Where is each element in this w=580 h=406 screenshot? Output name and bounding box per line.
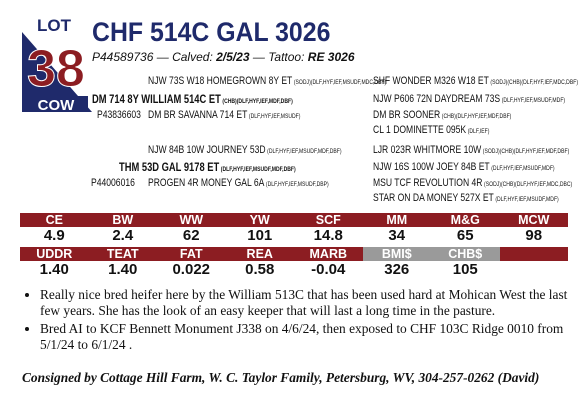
tags: (DLF,HYF,IEF,MSUDF,MDF,DBF): [267, 148, 342, 155]
note: Really nice bred heifer here by the Will…: [40, 287, 575, 319]
name: DM BR SOONER: [373, 109, 441, 121]
pedigree-reg: P44006016: [91, 177, 135, 189]
name: THM 53D GAL 9178 ET: [119, 160, 220, 174]
epd-value: -0.04: [311, 261, 346, 278]
epd-value-row: 1.40 1.40 0.022 0.58 -0.04 326 105: [20, 261, 568, 278]
tags: (DLF,HYF,IEF,MSUDF,DBP): [265, 181, 329, 188]
pedigree-line: NJW 16S 100W JOEY 84B ET (DLF,HYF,IEF,MSU…: [373, 160, 555, 176]
epd-header: M&G: [450, 213, 480, 227]
tags: (DLF,HYF,IEF,MSUDF,MDF): [501, 97, 566, 104]
pedigree-line: NJW 73S W18 HOMEGROWN 8Y ET (SODJ)(DLF,HY…: [148, 74, 386, 90]
epd-header: WW: [179, 213, 204, 227]
epd-value: 1.40: [108, 261, 138, 278]
pedigree-line: DM BR SAVANNA 714 ET (DLF,HYF,IEF,MSUDF): [148, 108, 300, 124]
tags: (SODJ)(CHB)(DLF,HYF,IEF,MDC,DBF): [490, 79, 579, 86]
name: PROGEN 4R MONEY GAL 6A: [148, 177, 265, 189]
tattoo: RE 3026: [307, 50, 355, 64]
epd-header: FAT: [179, 247, 203, 261]
name: SHF WONDER M326 W18 ET: [373, 75, 489, 87]
pedigree-line: CL 1 DOMINETTE 095K (DLF,IEF): [373, 123, 489, 139]
pedigree-line: STAR ON DA MONEY 527X ET (DLF,HYF,IEF,MSU…: [373, 191, 559, 207]
epd-value: 34: [388, 227, 406, 244]
tags: (SODJ)(CHB)(DLF,HYF,IEF,MDC,DBC): [484, 181, 573, 188]
note: Bred AI to KCF Bennett Monument J338 on …: [40, 321, 575, 353]
epd-header: BMI$: [362, 247, 431, 261]
name: STAR ON DA MONEY 527X ET: [373, 192, 494, 204]
epd-value: 326: [384, 261, 410, 278]
epd-value: 0.022: [172, 261, 211, 278]
epd-header: REA: [246, 247, 273, 261]
name: NJW P606 72N DAYDREAM 73S: [373, 93, 501, 105]
epd-header: UDDR: [36, 247, 73, 261]
epd-value: 14.8: [313, 227, 343, 244]
epd-value: 1.40: [39, 261, 69, 278]
consignor: Consigned by Cottage Hill Farm, W. C. Ta…: [22, 370, 540, 385]
lot-number: 38: [27, 40, 85, 98]
tags: (DLF,HYF,IEF,MSUDF): [248, 113, 301, 120]
pedigree-line: THM 53D GAL 9178 ET (DLF,HYF,IEF,MSUDF,MD…: [119, 160, 296, 177]
class-band: [22, 96, 88, 112]
epd-header: MCW: [518, 213, 550, 227]
name: NJW 16S 100W JOEY 84B ET: [373, 161, 490, 173]
calved-label: Calved:: [172, 50, 213, 64]
epd-header: YW: [249, 213, 270, 227]
sep: —: [252, 50, 265, 64]
epd-header: MARB: [309, 247, 348, 261]
badge-triangle: [22, 32, 92, 112]
epd-header: MM: [386, 213, 408, 227]
pedigree-reg: P43836603: [97, 109, 141, 121]
epd-value: 4.9: [43, 227, 65, 244]
epd-value: 101: [247, 227, 273, 244]
epd-value: 62: [182, 227, 200, 244]
tags: (DLF,HYF,IEF,MSUDF,MDF,DBF): [220, 166, 296, 173]
lot-label: LOT: [37, 16, 72, 35]
pedigree-line: NJW 84B 10W JOURNEY 53D (DLF,HYF,IEF,MSUD…: [148, 143, 342, 159]
tags: (CHB)(DLF,HYF,IEF,MDF,DBF): [441, 113, 512, 120]
epd-header-row: UDDR TEAT FAT REA MARB BMI$ CHB$: [20, 247, 568, 261]
tags: (DLF,HYF,IEF,MSUDF,MDF): [495, 196, 559, 203]
pedigree-line: DM BR SOONER (CHB)(DLF,HYF,IEF,MDF,DBF): [373, 108, 511, 124]
tags: (CHB)(DLF,HYF,IEF,MDF,DBF): [222, 98, 293, 105]
epd-value: 105: [452, 261, 478, 278]
tags: (DLF,IEF): [467, 128, 490, 135]
lot-badge: LOT 38 COW: [22, 16, 92, 114]
epd-value: 65: [456, 227, 474, 244]
epd-header-row: CE BW WW YW SCF MM M&G MCW: [20, 213, 568, 227]
name: DM BR SAVANNA 714 ET: [148, 109, 248, 121]
pedigree-line: DM 714 8Y WILLIAM 514C ET (CHB)(DLF,HYF,I…: [92, 92, 293, 109]
tags: (SODJ)(DLF,HYF,IEF,MSUDF,MDC,DBF): [293, 79, 387, 86]
epd-value: 2.4: [112, 227, 134, 244]
pedigree-line: MSU TCF REVOLUTION 4R (SODJ)(CHB)(DLF,HYF…: [373, 176, 572, 192]
tattoo-label: Tattoo:: [268, 50, 305, 64]
epd-header: SCF: [315, 213, 341, 227]
title: CHF 514C GAL 3026: [92, 17, 331, 47]
reg: P44589736: [92, 50, 154, 64]
pedigree-line: SHF WONDER M326 W18 ET (SODJ)(CHB)(DLF,HY…: [373, 74, 578, 90]
name: NJW 73S W18 HOMEGROWN 8Y ET: [148, 75, 293, 87]
name: MSU TCF REVOLUTION 4R: [373, 177, 483, 189]
name: NJW 84B 10W JOURNEY 53D: [148, 144, 266, 156]
name: DM 714 8Y WILLIAM 514C ET: [92, 92, 221, 106]
tags: (DLF,HYF,IEF,MSUDF,MDF): [491, 165, 555, 172]
lot-class: COW: [38, 97, 76, 114]
pedigree-line: LJR 023R WHITMORE 10W (SODJ)(CHB)(DLF,HYF…: [373, 143, 569, 159]
name: CL 1 DOMINETTE 095K: [373, 124, 467, 136]
pedigree-line: NJW P606 72N DAYDREAM 73S (DLF,HYF,IEF,MS…: [373, 92, 565, 108]
name: LJR 023R WHITMORE 10W: [373, 144, 482, 156]
pedigree-line: PROGEN 4R MONEY GAL 6A (DLF,HYF,IEF,MSUDF…: [148, 176, 329, 192]
calved: 2/5/23: [216, 50, 250, 64]
epd-value: 0.58: [245, 261, 275, 278]
notes: Really nice bred heifer here by the Will…: [22, 287, 575, 355]
epd-header: TEAT: [106, 247, 139, 261]
epd-header: CHB$: [431, 247, 500, 261]
subtitle: P44589736 — Calved: 2/5/23 — Tattoo: RE …: [92, 50, 355, 64]
epd-value: 98: [525, 227, 543, 244]
sep: —: [156, 50, 169, 64]
epd-header: BW: [112, 213, 134, 227]
epd-header: CE: [45, 213, 63, 227]
epd-value-row: 4.9 2.4 62 101 14.8 34 65 98: [20, 227, 568, 244]
tags: (SODJ)(CHB)(DLF,HYF,IEF,MDF,DBF): [482, 148, 570, 155]
